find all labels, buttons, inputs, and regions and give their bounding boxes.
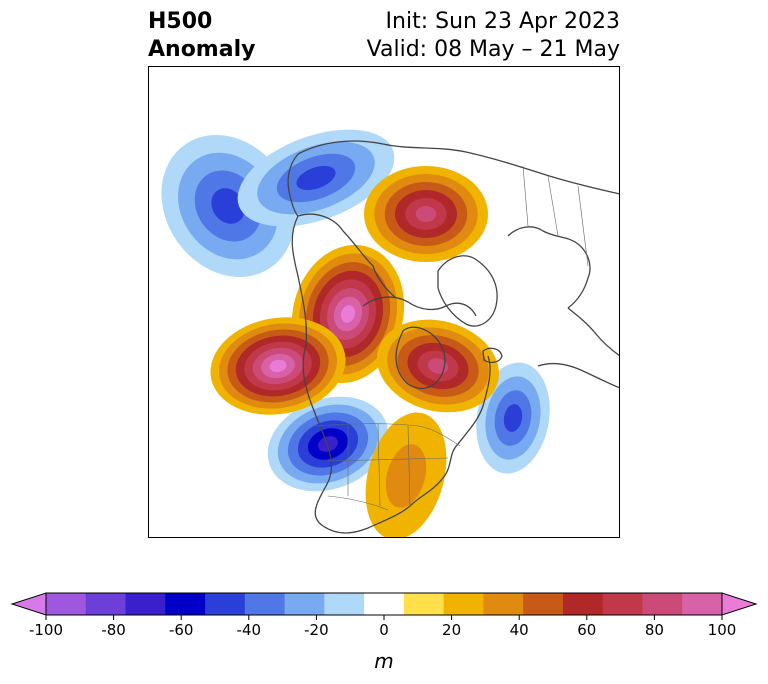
colorbar-tick-label: -100 [29, 621, 63, 639]
colorbar-cell [602, 593, 643, 615]
colorbar-cell [85, 593, 127, 615]
border-states-2 [377, 423, 381, 507]
anomaly-contour [415, 206, 437, 222]
colorbar: -100 -80 -60 -40 -20 0 20 40 60 80 100 m [10, 592, 758, 673]
coast-arctic-islands [362, 296, 477, 317]
coastlines [287, 140, 620, 534]
colorbar-cell [364, 593, 405, 615]
colorbar-unit: m [374, 649, 393, 673]
colorbar-cell [642, 593, 683, 615]
anomaly-contour [317, 436, 339, 452]
border-states-3 [407, 425, 411, 507]
anomaly-contour [211, 188, 245, 224]
coast-europe [507, 226, 591, 309]
colorbar-tick-label: -60 [169, 621, 194, 639]
anomaly-map [148, 66, 620, 538]
anomaly-northern-europe-low [237, 129, 395, 227]
colorbar-ticks: -100 -80 -60 -40 -20 0 20 40 60 80 100 [29, 615, 736, 639]
colorbar-extend-low [10, 592, 47, 616]
anomaly-contour [385, 444, 427, 508]
border-europe-3 [522, 165, 529, 227]
anomaly-contour [340, 305, 356, 323]
border-us-canada [312, 423, 461, 447]
colorbar-tick-label: -40 [237, 621, 262, 639]
valid-range: Valid: 08 May – 21 May [366, 37, 620, 62]
colorbar-cell [165, 593, 206, 615]
colorbar-extend-high [721, 592, 758, 616]
coast-mexico [322, 505, 411, 534]
coast-asia [297, 140, 620, 195]
title-variable: H500 [148, 9, 213, 34]
colorbar-tick-label: -20 [304, 621, 329, 639]
colorbar-cells [10, 592, 758, 616]
colorbar-cell [562, 593, 604, 615]
title-subtitle: Anomaly [148, 37, 256, 62]
anomaly-contour [503, 404, 523, 432]
init-date: Init: Sun 23 Apr 2023 [385, 9, 620, 34]
coast-iceland [482, 347, 503, 363]
date-info: Init: Sun 23 Apr 2023 Valid: 08 May – 21… [367, 8, 620, 64]
coast-east-asia [287, 153, 299, 217]
anomaly-hudson-bay-high [376, 319, 500, 413]
colorbar-tick-label: 20 [442, 621, 461, 639]
colorbar-cell [46, 593, 87, 615]
colorbar-tick-label: 60 [577, 621, 596, 639]
colorbar-cell [324, 593, 365, 615]
anomaly-north-atlantic-low [476, 362, 550, 474]
anomaly-fields [161, 129, 550, 538]
border-europe-2 [577, 185, 589, 267]
border-states-4 [327, 457, 449, 462]
anomaly-eastern-us-high [365, 412, 447, 538]
colorbar-cell [205, 593, 246, 615]
coast-greenland [437, 255, 498, 327]
colorbar-cell [403, 593, 445, 615]
colorbar-tick-label: -80 [101, 621, 126, 639]
coast-hudson-bay [395, 326, 446, 389]
colorbar-cell [443, 593, 484, 615]
coast-europe-south [567, 307, 620, 357]
border-us-mexico [327, 495, 389, 511]
colorbar-tick-label: 80 [645, 621, 664, 639]
coast-na-west [291, 215, 333, 527]
colorbar-cell [483, 593, 524, 615]
coast-alaska [297, 213, 397, 299]
border-europe-1 [547, 175, 559, 237]
map-frame [148, 66, 620, 538]
colorbar-tick-label: 40 [510, 621, 529, 639]
coast-med [537, 362, 620, 389]
anomaly-contour [269, 359, 287, 373]
colorbar-cell [284, 593, 325, 615]
coast-na-east [409, 355, 491, 507]
colorbar-cell [682, 593, 723, 615]
colorbar-tick-label: 100 [708, 621, 737, 639]
colorbar-tick-label: 0 [379, 621, 389, 639]
anomaly-contour [296, 165, 336, 191]
borders [312, 165, 589, 511]
chart-title: H500 Anomaly [148, 8, 255, 64]
colorbar-cell [125, 593, 166, 615]
colorbar-cell [244, 593, 286, 615]
anomaly-gulf-of-alaska-high [210, 317, 346, 415]
colorbar-cell [523, 593, 564, 615]
anomaly-east-siberia-high [364, 166, 488, 262]
